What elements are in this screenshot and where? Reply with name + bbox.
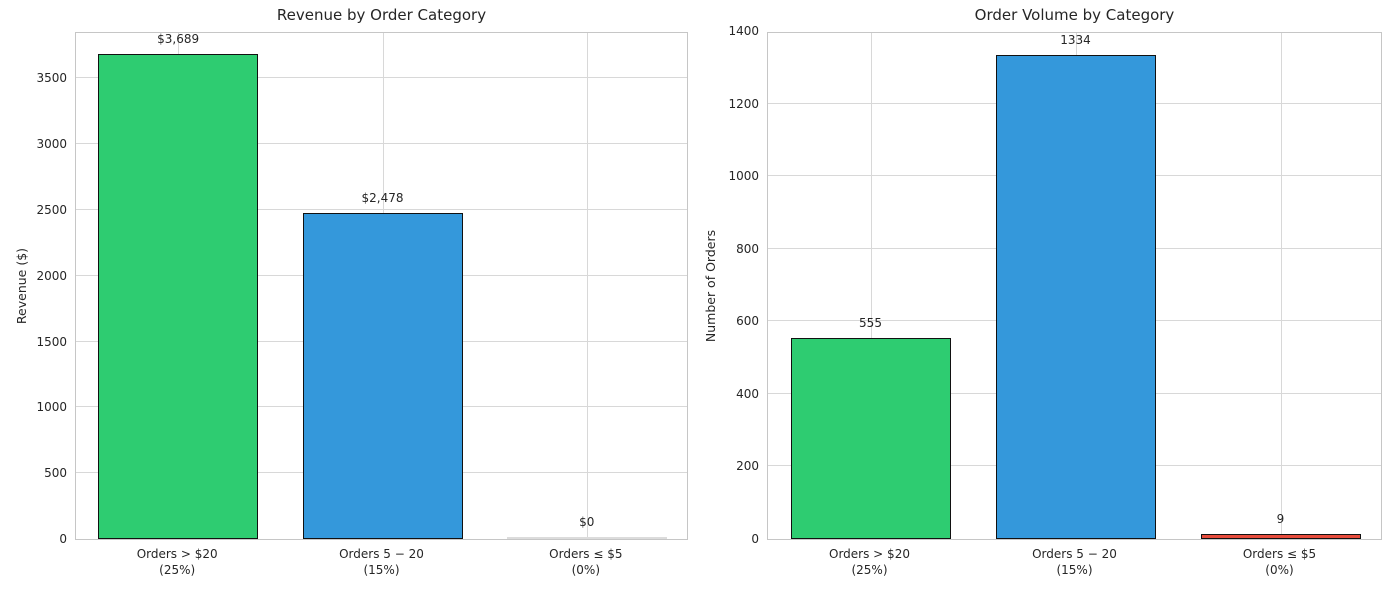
y-tick-label: 800 (736, 241, 759, 256)
x-tick-label: Orders 5 − 20 (15%) (279, 546, 483, 578)
y-tick-label: 1000 (728, 169, 759, 184)
category-percentage: (25%) (159, 563, 196, 577)
order-volume-chart: Order Volume by Category Number of Order… (695, 0, 1390, 590)
chart-title: Revenue by Order Category (276, 6, 487, 24)
x-tick-label: Orders > $20 (25%) (75, 546, 279, 578)
bar-value-label: $3,689 (157, 31, 200, 46)
y-tick-label: 600 (736, 314, 759, 329)
y-tick-label: 200 (736, 459, 759, 474)
v-gridline (870, 33, 872, 539)
category-label: Orders ≤ $5 (1242, 547, 1317, 561)
x-tick-label: Orders ≤ $5 (0%) (1177, 546, 1382, 578)
category-label: Orders ≤ $5 (549, 547, 623, 561)
y-tick-label: 400 (736, 386, 759, 401)
h-gridline (76, 77, 687, 79)
bar (1200, 534, 1361, 539)
category-percentage: (25%) (851, 563, 888, 577)
bar (98, 53, 259, 539)
y-tick-label: 3000 (36, 137, 67, 152)
v-gridline (586, 33, 588, 539)
y-tick-label: 1500 (36, 334, 67, 349)
y-tick-label: 500 (44, 466, 67, 481)
category-percentage: (0%) (1265, 563, 1294, 577)
y-tick-label: 1000 (36, 400, 67, 415)
category-label: Orders 5 − 20 (339, 547, 424, 561)
y-tick-label: 0 (751, 532, 759, 546)
x-tick-label: Orders ≤ $5 (0%) (484, 546, 688, 578)
bar-value-label: $2,478 (361, 190, 404, 205)
bar (302, 212, 463, 539)
category-percentage: (15%) (1056, 563, 1093, 577)
revenue-chart: Revenue by Order Category Revenue ($) $3… (14, 6, 688, 578)
y-tick-label: 2000 (36, 268, 67, 283)
bar (995, 54, 1156, 539)
category-percentage: (0%) (571, 563, 601, 577)
h-gridline (76, 209, 687, 210)
bar (506, 537, 667, 539)
y-tick-label: 2500 (36, 202, 67, 217)
x-tick-label: Orders > $20 (25%) (767, 546, 972, 578)
h-gridline (76, 143, 687, 145)
bar-value-label: 1334 (1060, 32, 1091, 47)
y-axis-label: Revenue ($) (14, 247, 29, 325)
y-tick-label: 3500 (36, 71, 67, 86)
category-label: Orders 5 − 20 (1032, 547, 1117, 561)
y-tick-label: 1400 (728, 24, 759, 38)
bar-value-label: $0 (579, 515, 595, 529)
bar (790, 337, 951, 539)
chart-title: Order Volume by Category (974, 6, 1175, 24)
category-label: Orders > $20 (136, 547, 218, 561)
y-tick-label: 0 (59, 532, 67, 546)
x-tick-label: Orders 5 − 20 (15%) (972, 546, 1177, 578)
category-percentage: (15%) (363, 563, 400, 577)
y-tick-label: 1200 (728, 96, 759, 111)
category-label: Orders > $20 (829, 547, 910, 561)
v-gridline (1280, 33, 1282, 539)
bar-value-label: 9 (1276, 512, 1285, 526)
bar-value-label: 555 (859, 315, 882, 330)
plot-area: 555 1334 9 (767, 32, 1382, 540)
plot-area: $3,689 $2,478 $0 (75, 32, 688, 540)
